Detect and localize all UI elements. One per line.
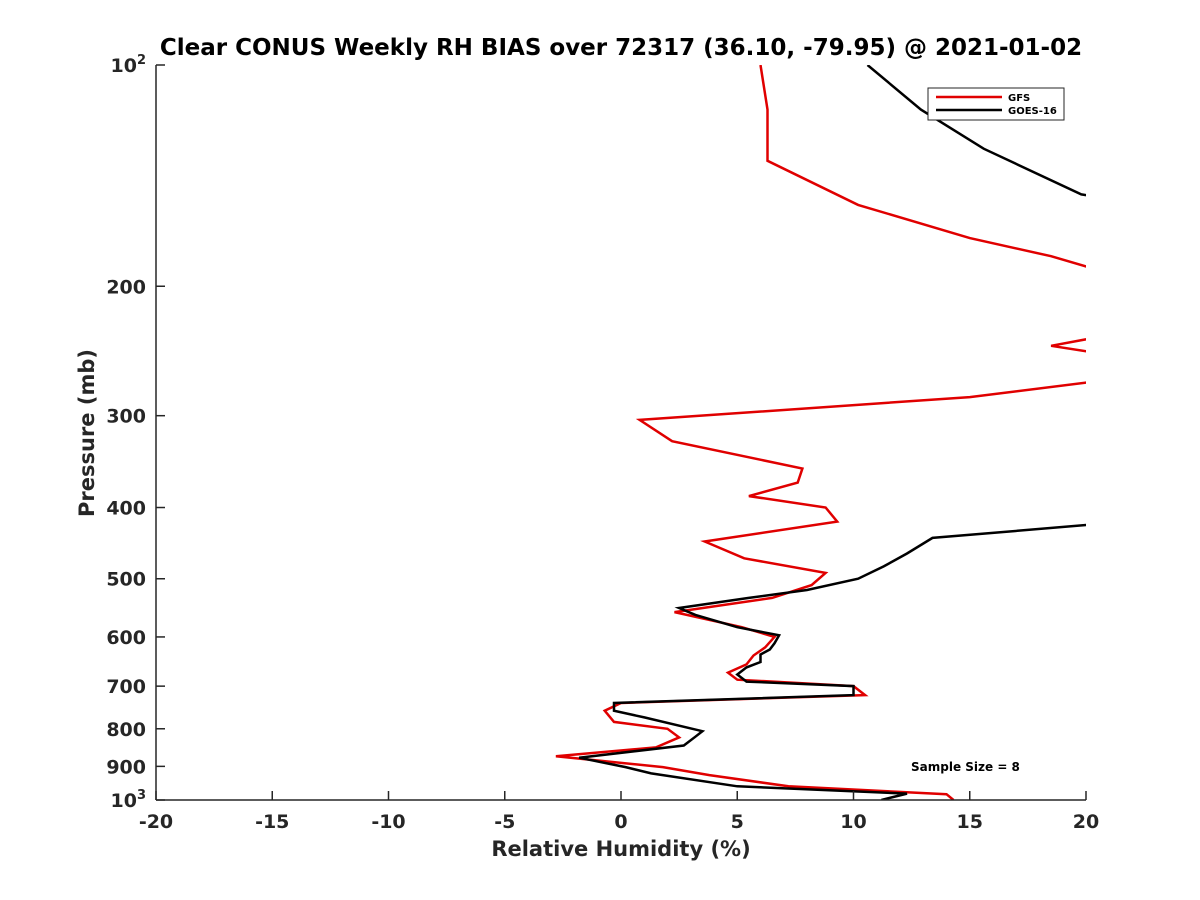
y-ticks: 102 200 300 400 500 600 700 800 900 103 <box>106 53 165 812</box>
series-line-goes16 <box>578 65 1086 800</box>
series-line-gfs <box>555 65 1086 800</box>
legend-label-gfs: GFS <box>1008 93 1030 104</box>
y-tick-label: 400 <box>106 498 146 520</box>
x-tick-label: -10 <box>371 811 405 833</box>
y-tick-label: 600 <box>106 627 146 649</box>
y-tick-label: 103 <box>111 788 147 812</box>
x-tick-label: -20 <box>139 811 173 833</box>
x-tick-label: 15 <box>957 811 983 833</box>
legend-label-goes16: GOES-16 <box>1008 106 1057 117</box>
x-ticks: -20 -15 -10 -5 0 5 10 15 20 <box>139 791 1099 833</box>
y-tick-label: 900 <box>106 756 146 778</box>
sample-size-annotation: Sample Size = 8 <box>911 760 1020 774</box>
y-tick-label: 700 <box>106 676 146 698</box>
y-tick-label: 500 <box>106 569 146 591</box>
x-tick-label: -15 <box>255 811 289 833</box>
x-tick-label: 20 <box>1073 811 1099 833</box>
legend-box <box>927 87 1065 121</box>
x-tick-label: -5 <box>494 811 515 833</box>
y-tick-label: 102 <box>111 53 147 77</box>
x-axis-label: Relative Humidity (%) <box>491 837 750 861</box>
y-tick-label: 200 <box>106 276 146 298</box>
y-tick-label: 800 <box>106 719 146 741</box>
y-axis-label: Pressure (mb) <box>75 349 99 517</box>
y-tick-label: 300 <box>106 406 146 428</box>
chart-title: Clear CONUS Weekly RH BIAS over 72317 (3… <box>160 35 1082 61</box>
x-tick-label: 5 <box>731 811 744 833</box>
axes <box>155 65 1086 801</box>
series-layer <box>555 65 1086 800</box>
legend: GFS GOES-16 <box>927 87 1065 121</box>
x-tick-label: 10 <box>840 811 866 833</box>
x-tick-label: 0 <box>614 811 627 833</box>
